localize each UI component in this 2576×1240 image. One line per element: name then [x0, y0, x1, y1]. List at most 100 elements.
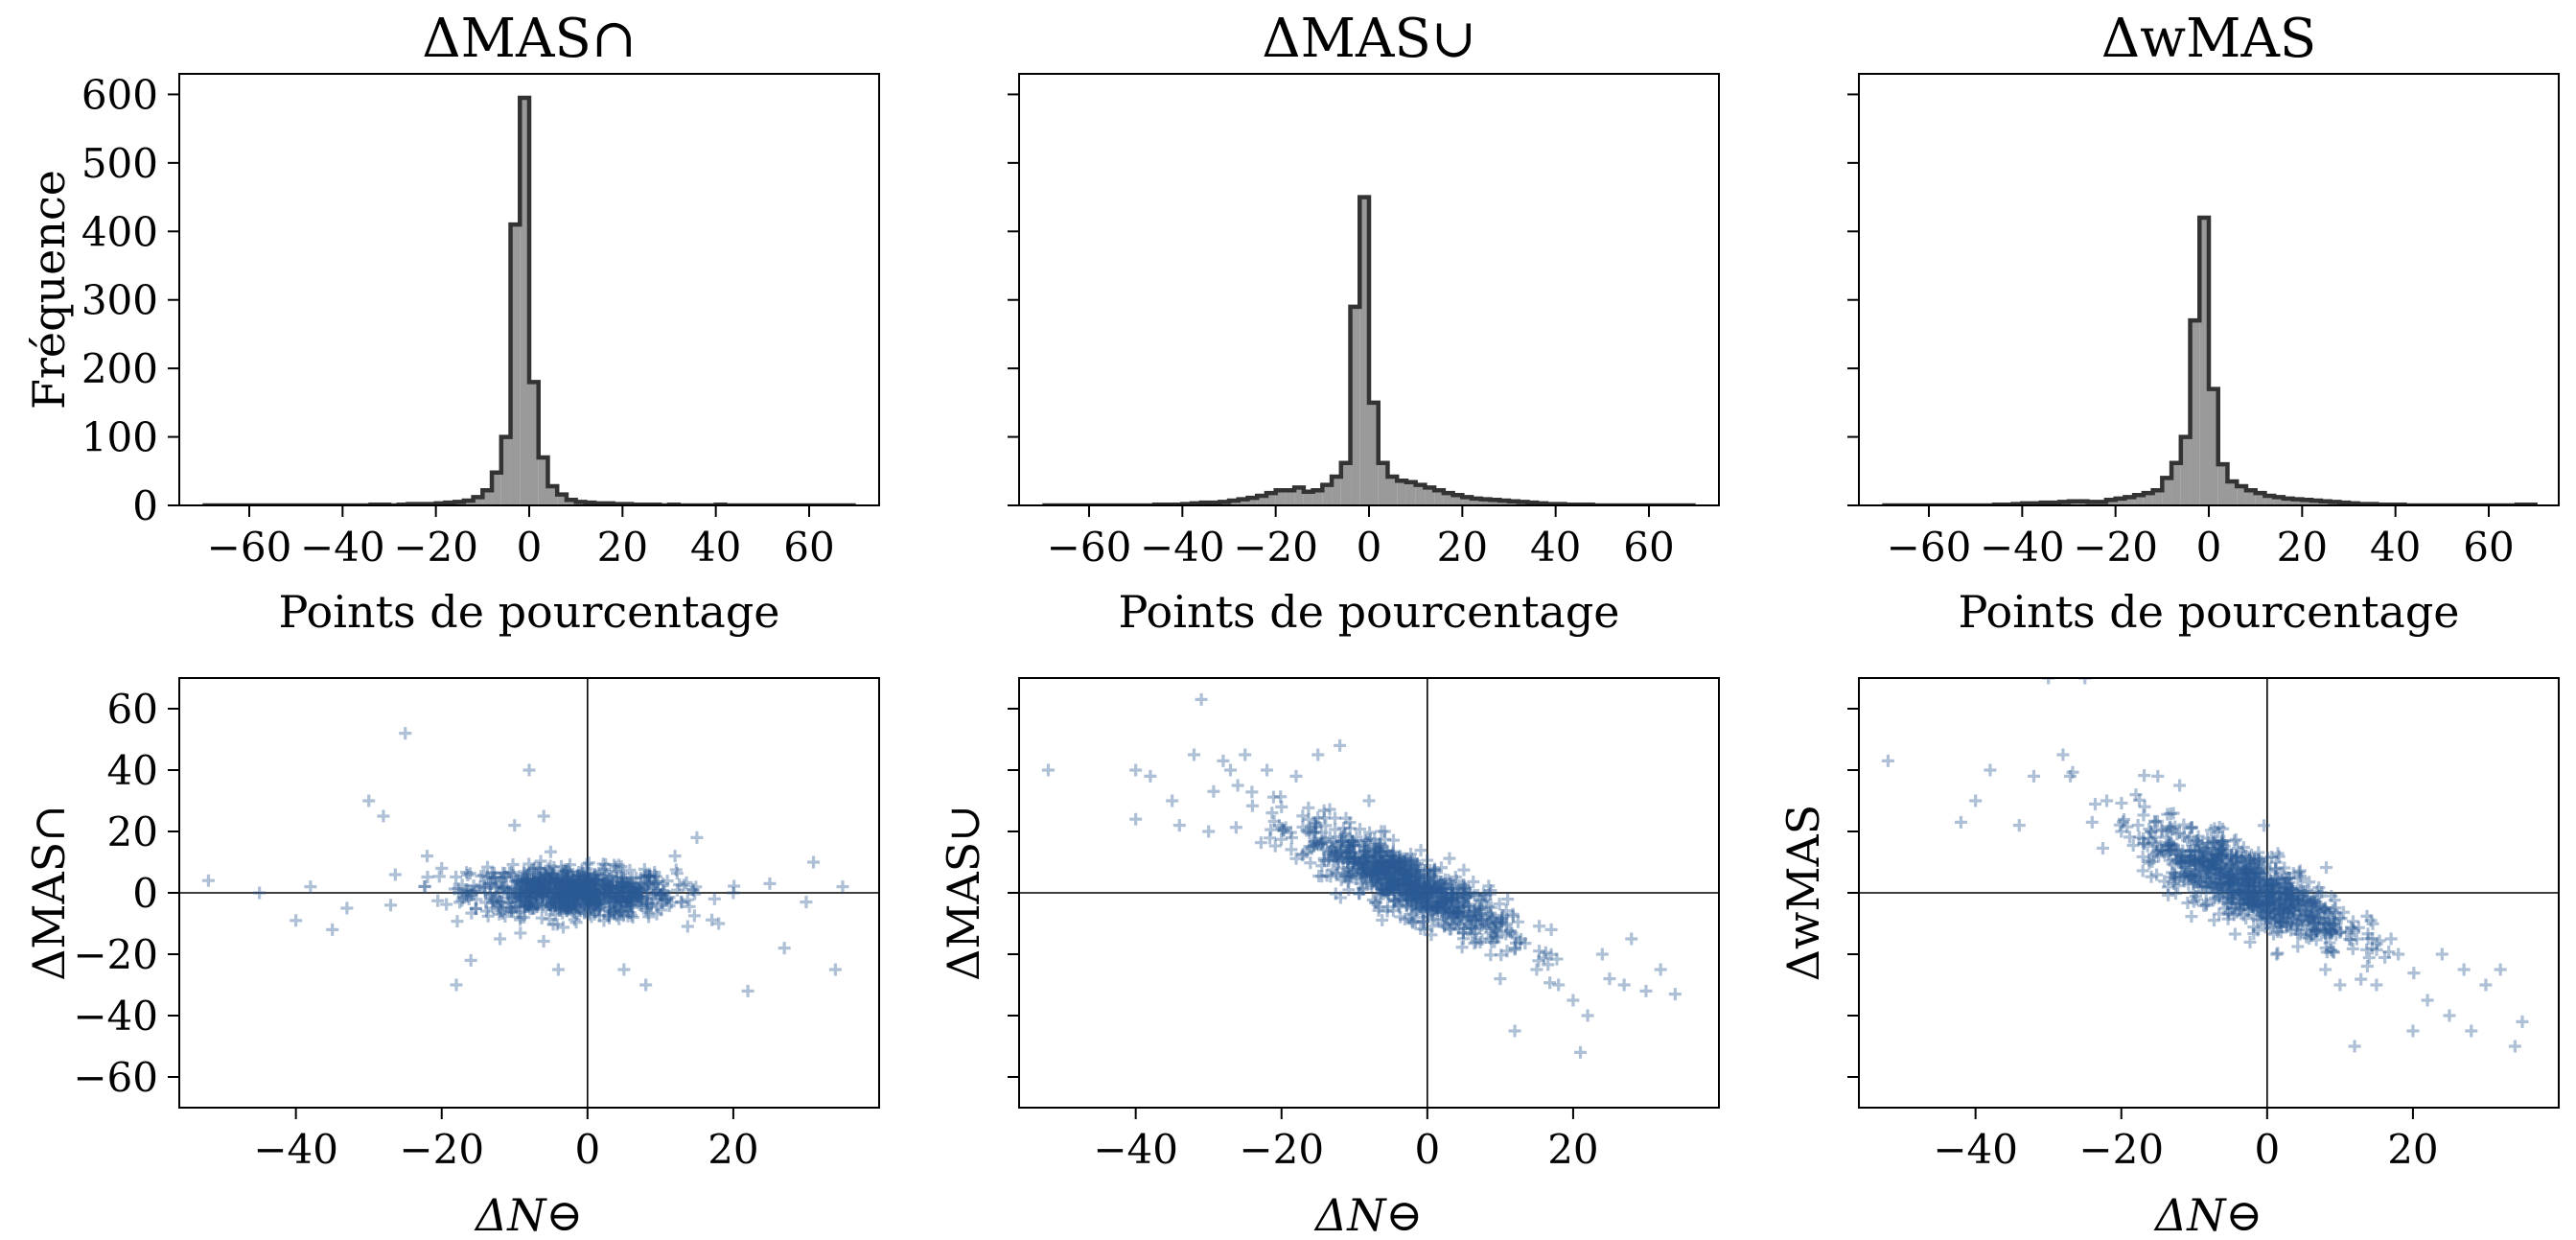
scatter-point	[2241, 864, 2255, 877]
scatter-point	[1417, 897, 1430, 910]
scatter-point	[1388, 852, 1402, 865]
scatter-point	[1478, 889, 1492, 902]
scatter-point	[630, 891, 643, 904]
scatter-point	[1369, 845, 1382, 858]
scatter-point	[2257, 875, 2270, 888]
scatter-point	[522, 901, 535, 914]
scatter-point	[2214, 867, 2227, 880]
x-tick-label: 0	[2196, 524, 2222, 571]
scatter-point	[635, 900, 648, 913]
scatter-point	[2193, 864, 2207, 877]
scatter-point	[522, 857, 536, 871]
scatter-point	[528, 888, 542, 901]
y-tick-label: 200	[81, 345, 158, 392]
scatter-point	[560, 892, 573, 905]
scatter-point	[1412, 891, 1426, 904]
scatter-point	[2143, 831, 2156, 845]
scatter-point	[2248, 871, 2262, 884]
hist-bar	[520, 98, 529, 505]
scatter-point	[2312, 889, 2326, 902]
scatter-point	[2251, 924, 2264, 937]
scatter-point	[587, 874, 600, 887]
scatter-point	[2260, 880, 2273, 894]
scatter-point	[633, 898, 646, 911]
scatter-point	[2226, 883, 2239, 897]
scatter-point	[1427, 882, 1441, 896]
scatter-point	[634, 893, 647, 906]
scatter-point	[1401, 871, 1414, 884]
scatter-point	[2226, 890, 2239, 903]
scatter-point	[2285, 882, 2298, 896]
scatter-point	[2239, 864, 2252, 877]
scatter-point	[553, 879, 567, 893]
scatter-point	[551, 898, 565, 911]
scatter-point	[2231, 866, 2244, 879]
scatter-point	[639, 903, 653, 917]
scatter-point	[560, 878, 573, 892]
scatter-point	[1375, 825, 1388, 838]
scatter-point	[623, 879, 637, 893]
scatter-point	[562, 880, 575, 894]
scatter-point	[2288, 908, 2302, 922]
scatter-point	[2246, 909, 2260, 923]
scatter-point	[1373, 901, 1386, 914]
scatter-point	[2216, 843, 2230, 856]
scatter-point	[2223, 877, 2237, 890]
scatter-point	[2182, 877, 2195, 891]
scatter-point	[577, 898, 591, 911]
scatter-point	[2225, 868, 2239, 881]
scatter-point	[1399, 873, 1412, 886]
scatter-point	[523, 891, 537, 904]
scatter-point	[1422, 882, 1435, 896]
scatter-point	[2188, 854, 2201, 868]
scatter-point	[1380, 844, 1393, 857]
scatter-point	[550, 891, 564, 904]
scatter-point	[1509, 936, 1522, 949]
scatter-point	[550, 873, 564, 886]
scatter-point	[2313, 904, 2327, 918]
scatter-point	[2184, 822, 2197, 835]
scatter-point	[662, 891, 676, 904]
scatter-point	[2211, 877, 2224, 890]
scatter-point	[2243, 898, 2257, 911]
hist-bar	[1434, 490, 1444, 505]
scatter-point	[545, 890, 559, 903]
scatter-point	[573, 886, 587, 900]
scatter-point	[2294, 884, 2308, 898]
scatter-point	[2237, 897, 2250, 910]
x-tick-label: 0	[1357, 524, 1382, 571]
scatter-point	[580, 862, 593, 876]
scatter-point	[561, 904, 574, 918]
scatter-point	[567, 871, 580, 884]
scatter-point	[1316, 834, 1330, 848]
scatter-point	[2306, 894, 2319, 907]
scatter-point	[2333, 925, 2347, 939]
scatter-point	[2292, 889, 2306, 902]
scatter-point	[470, 893, 483, 906]
scatter-point	[622, 891, 636, 904]
scatter-point	[531, 880, 545, 894]
scatter-point	[610, 896, 623, 909]
scatter-point	[2308, 922, 2321, 935]
scatter-point	[455, 894, 469, 907]
scatter-point	[1425, 928, 1438, 942]
scatter-point	[2360, 909, 2374, 923]
scatter-point	[2190, 876, 2203, 889]
scatter-point	[506, 858, 520, 872]
scatter-point	[2310, 901, 2324, 915]
scatter-point	[558, 894, 571, 907]
scatter-point	[2158, 875, 2171, 888]
scatter-point	[1397, 874, 1410, 887]
scatter-point	[1308, 816, 1321, 830]
scatter-point	[1450, 895, 1464, 908]
scatter-point	[585, 888, 598, 901]
scatter-point	[2284, 895, 2297, 908]
scatter-point	[2224, 869, 2238, 882]
scatter-point	[1417, 897, 1430, 910]
scatter-point	[513, 899, 526, 912]
scatter-point	[523, 902, 537, 916]
scatter-point	[2182, 869, 2195, 882]
scatter-point	[586, 891, 599, 904]
scatter-point	[553, 899, 567, 912]
scatter-point	[1438, 890, 1451, 903]
